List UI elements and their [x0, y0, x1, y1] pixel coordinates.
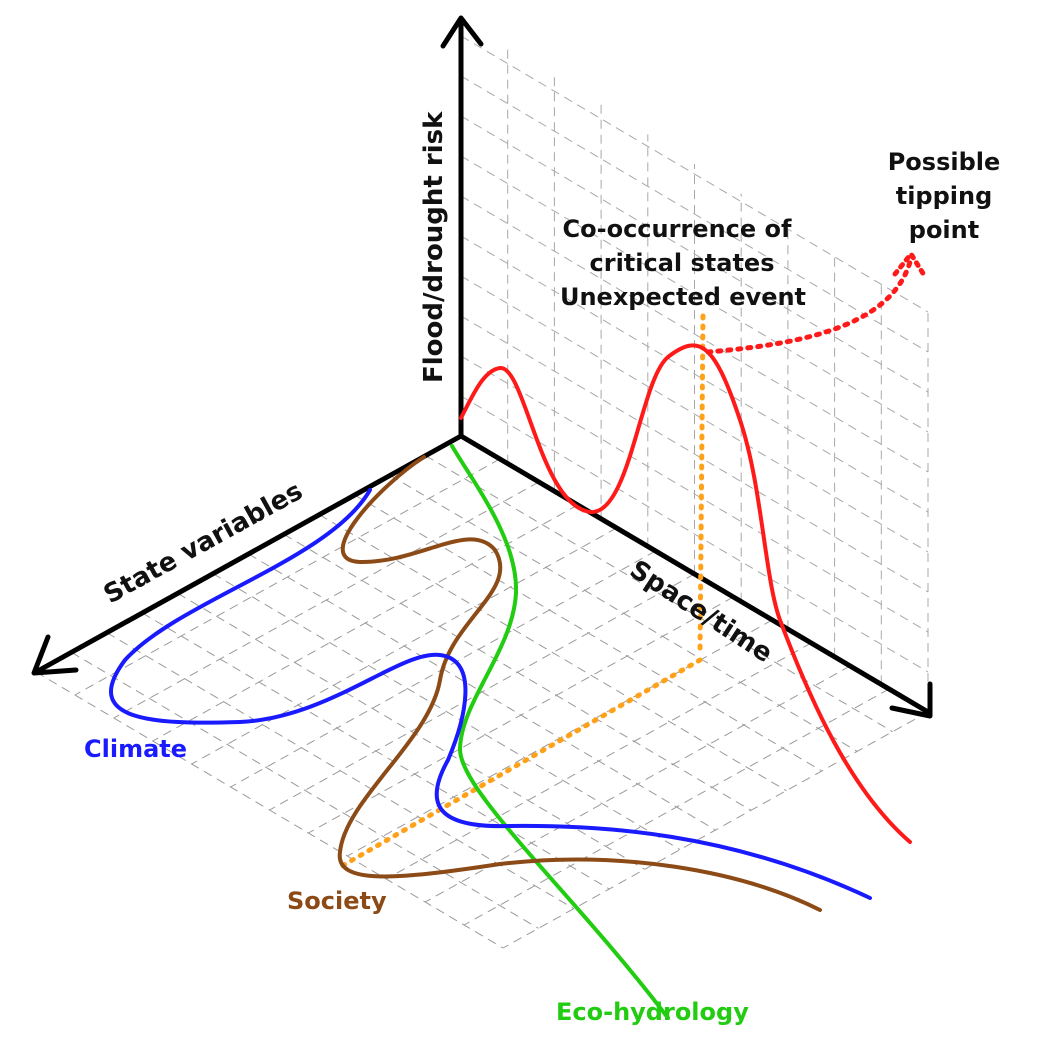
floor-grid-line	[71, 651, 539, 929]
eco-hydrology-label: Eco-hydrology	[556, 998, 749, 1026]
floor-grid-line	[177, 592, 645, 870]
annotation-line-1: Co-occurrence of	[563, 215, 792, 243]
tipping-line-3: point	[909, 216, 979, 244]
floor-grid-line	[502, 711, 929, 949]
highlight-lines	[339, 313, 706, 869]
climate-curve	[109, 488, 872, 900]
wall-grid-diagonal	[460, 155, 929, 433]
wall-grid	[460, 35, 929, 712]
annotation-line-2: critical states	[590, 249, 775, 277]
wall-grid-diagonal	[460, 235, 929, 513]
tipping-point-arrow	[705, 259, 913, 355]
society-label: Society	[287, 887, 387, 915]
highlight-diagonal	[339, 657, 703, 869]
floor-grid-line	[386, 642, 812, 880]
axes	[31, 15, 933, 719]
tipping-annotation: Possible tipping point	[888, 148, 1001, 244]
floor-grid-line	[308, 596, 734, 834]
society-curve	[337, 455, 822, 912]
floor-grid-line	[319, 514, 787, 792]
floor-grid	[35, 455, 929, 949]
floor-grid-line	[463, 688, 890, 926]
wall-grid-diagonal	[460, 115, 929, 393]
wall-grid-diagonal	[460, 75, 929, 353]
climate-label: Climate	[84, 735, 187, 763]
floor-grid-line	[35, 671, 504, 949]
wall-grid-diagonal	[460, 355, 929, 633]
tipping-point-arrowhead	[892, 249, 927, 278]
wall-grid-diagonal	[460, 275, 929, 553]
floor-grid-line	[269, 573, 695, 811]
vertical-axis-arrowhead	[440, 15, 484, 49]
floor-grid-line	[425, 455, 893, 733]
left-axis	[33, 433, 464, 675]
left-axis-label: State variables	[99, 476, 308, 610]
right-axis-arrowhead	[889, 681, 933, 719]
left-axis-arrowhead	[31, 634, 79, 676]
right-axis	[458, 433, 931, 715]
tipping-line-2: tipping	[896, 182, 993, 210]
wall-grid-diagonal	[460, 35, 929, 313]
annotation-line-3: Unexpected event	[560, 283, 806, 311]
floor-grid-line	[106, 632, 575, 910]
cooccurrence-annotation: Co-occurrence of critical states Unexpec…	[560, 215, 806, 311]
highlight-vertical	[697, 313, 706, 658]
eco-hydrology-curve	[450, 444, 670, 1020]
tipping-line-1: Possible	[888, 148, 1001, 176]
vertical-axis-label: Flood/drought risk	[419, 111, 449, 383]
wall-grid-diagonal	[460, 195, 929, 473]
curves	[109, 249, 927, 1020]
wall-grid-diagonal	[460, 315, 929, 593]
floor-grid-line	[212, 573, 681, 851]
risk-curve	[459, 343, 912, 844]
floor-grid-line	[141, 612, 610, 890]
